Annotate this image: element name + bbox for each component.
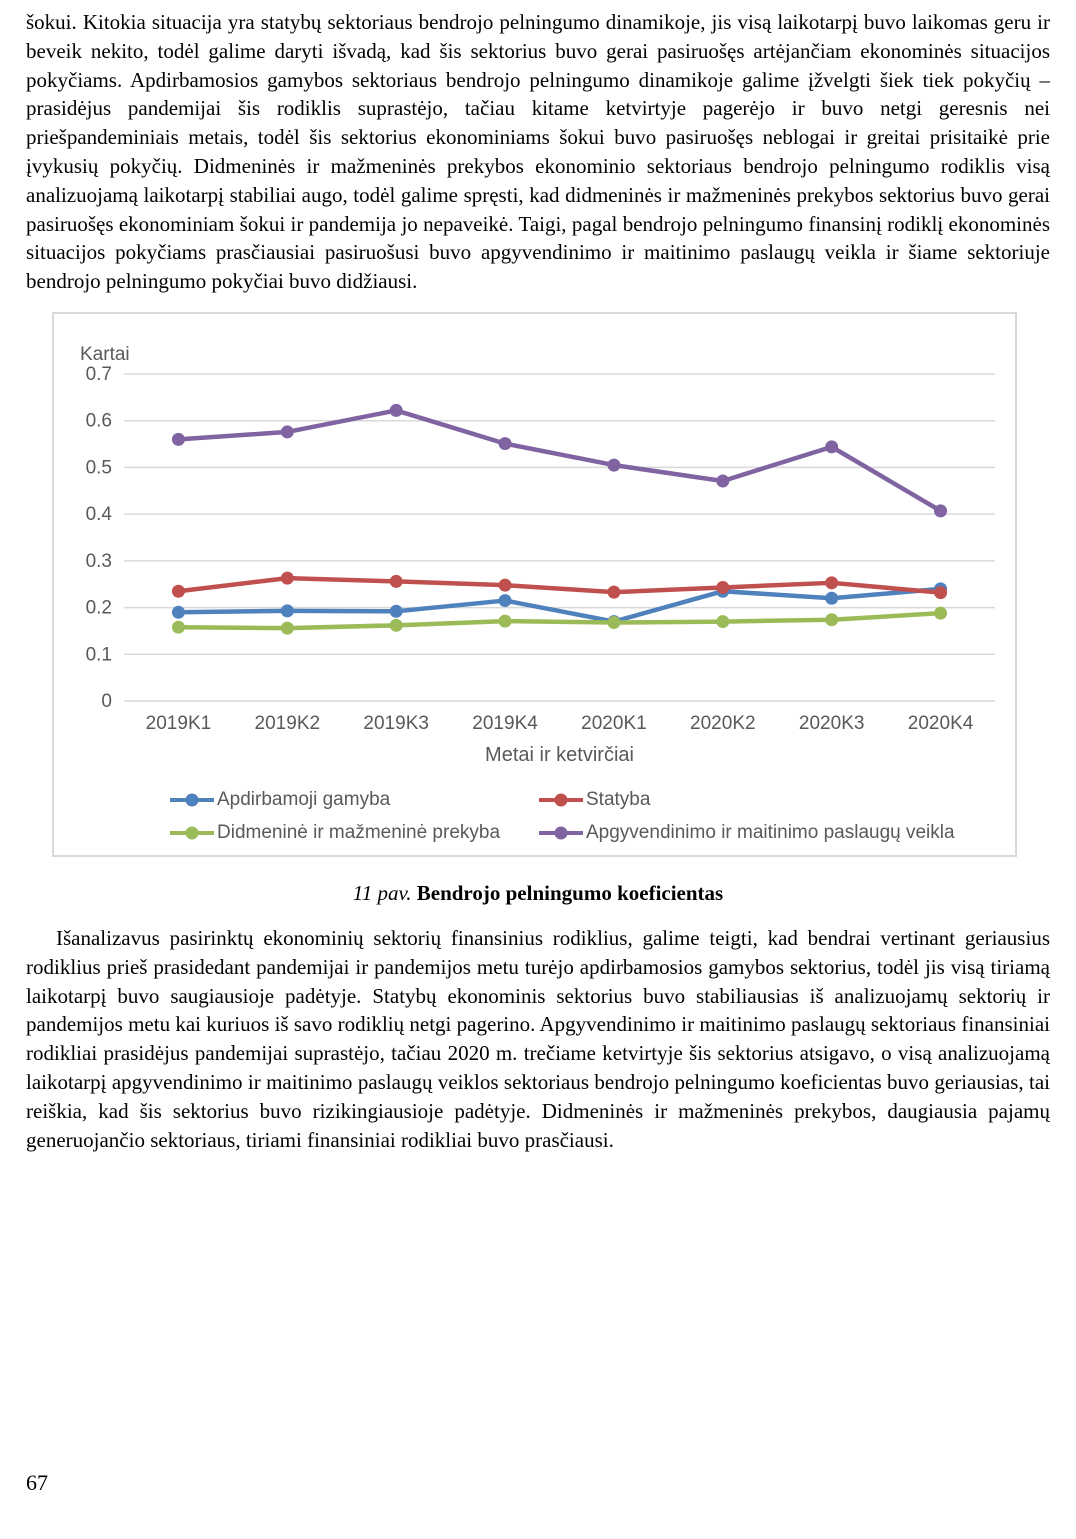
legend-dot — [554, 793, 568, 807]
data-point — [934, 606, 948, 620]
legend-dot — [185, 826, 199, 840]
data-point — [280, 604, 294, 618]
page-number: 67 — [26, 1470, 48, 1495]
legend-item-statyba: Statyba — [539, 789, 650, 811]
series-line-1 — [176, 575, 943, 595]
paragraph-1: šokui. Kitokia situacija yra statybų sek… — [26, 10, 1050, 294]
y-tick-label: 0.5 — [86, 457, 112, 478]
y-tick-label: 0.3 — [86, 551, 112, 572]
y-tick-label: 0 — [101, 691, 112, 712]
data-point — [280, 425, 294, 439]
legend-line-marker — [170, 793, 214, 807]
data-point — [825, 591, 839, 605]
series-line-3 — [176, 408, 943, 514]
legend-line-marker — [539, 793, 583, 807]
x-tick-label: 2020K1 — [581, 713, 647, 734]
x-tick-label: 2019K1 — [146, 713, 212, 734]
legend-item-apgyvendinimo-veikla: Apgyvendinimo ir maitinimo paslaugų veik… — [539, 822, 955, 844]
data-point — [498, 594, 512, 608]
legend-row-1: Apdirbamoji gamyba Statyba — [170, 788, 990, 812]
chart-legend: Apdirbamoji gamyba Statyba Didmeninė ir … — [170, 788, 990, 854]
x-tick-label: 2020K2 — [690, 713, 756, 734]
figure-caption-title: Bendrojo pelningumo koeficientas — [416, 880, 724, 905]
legend-row-2: Didmeninė ir mažmeninė prekyba Apgyvendi… — [170, 821, 990, 845]
data-point — [607, 615, 621, 629]
data-point — [934, 504, 948, 518]
data-point — [825, 576, 839, 590]
figure-caption: 11 pav. Bendrojo pelningumo koeficientas — [0, 881, 1076, 906]
data-point — [716, 615, 730, 629]
data-point — [171, 620, 185, 634]
data-point — [389, 604, 403, 618]
x-tick-label: 2019K3 — [363, 713, 429, 734]
figure-caption-number: 11 pav. — [352, 880, 412, 905]
x-tick-label: 2019K2 — [255, 713, 321, 734]
y-tick-label: 0.2 — [86, 598, 112, 619]
data-point — [498, 614, 512, 628]
data-point — [498, 437, 512, 451]
legend-dot — [185, 793, 199, 807]
data-point — [934, 586, 948, 600]
y-tick-label: 0.6 — [86, 411, 112, 432]
line-chart: 0 0.1 0.2 0.3 0.4 0.5 0.6 0.7 Kartai 2019K1 2019K2… — [52, 311, 1017, 857]
legend-dot — [554, 826, 568, 840]
legend-line-marker — [539, 826, 583, 840]
y-tick-label: 0.4 — [86, 504, 113, 525]
x-tick-label: 2019K4 — [472, 713, 538, 734]
chart-figure: 0 0.1 0.2 0.3 0.4 0.5 0.6 0.7 Kartai 2019K1 2019K2… — [52, 311, 1076, 857]
series-line-2 — [176, 610, 943, 631]
data-point — [280, 621, 294, 635]
data-point — [825, 613, 839, 627]
data-point — [607, 458, 621, 472]
data-point — [171, 432, 185, 446]
data-point — [825, 440, 839, 454]
legend-label: Didmeninė ir mažmeninė prekyba — [217, 821, 501, 843]
legend-label: Apdirbamoji gamyba — [217, 788, 391, 810]
legend-label: Statyba — [586, 788, 651, 810]
data-point — [389, 574, 403, 588]
legend-line-marker — [170, 826, 214, 840]
data-point — [389, 403, 403, 417]
y-tick-label: 0.7 — [86, 364, 112, 385]
x-tick-label: 2020K3 — [799, 713, 865, 734]
data-point — [716, 580, 730, 594]
y-tick-label: 0.1 — [86, 644, 112, 665]
data-point — [280, 571, 294, 585]
x-axis-label: Metai ir ketvirčiai — [485, 744, 634, 766]
series-line-0 — [176, 586, 943, 624]
data-point — [607, 585, 621, 599]
data-point — [498, 578, 512, 592]
data-point — [171, 605, 185, 619]
legend-label: Apgyvendinimo ir maitinimo paslaugų veik… — [586, 821, 955, 843]
legend-item-didmenine-prekyba: Didmeninė ir mažmeninė prekyba — [170, 822, 539, 844]
x-tick-label: 2020K4 — [908, 713, 974, 734]
paragraph-2: Išanalizavus pasirinktų ekonominių sekto… — [26, 925, 1050, 1152]
data-point — [171, 584, 185, 598]
legend-item-apdirbamoji-gamyba: Apdirbamoji gamyba — [170, 789, 539, 811]
y-axis-label: Kartai — [80, 344, 130, 365]
data-point — [389, 618, 403, 632]
data-point — [716, 474, 730, 488]
